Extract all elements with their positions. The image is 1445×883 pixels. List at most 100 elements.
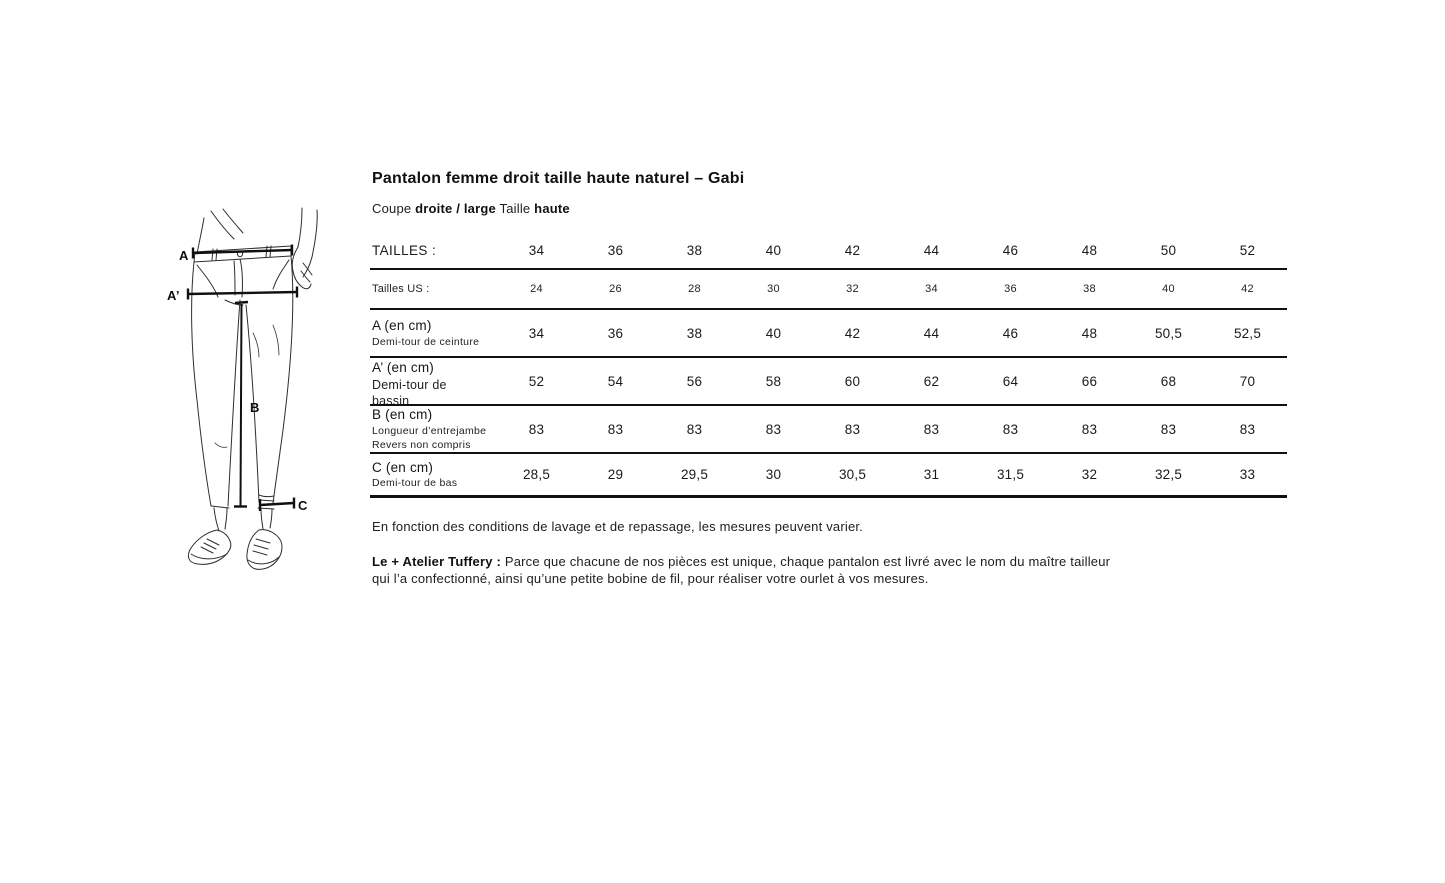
measure-value: 83 (765, 421, 782, 437)
measure-row-label: C (en cm) (372, 459, 434, 475)
page-title: Pantalon femme droit taille haute nature… (372, 170, 745, 187)
table-row-measure-c: C (en cm) Demi-tour de bas 28,5 29 29,5 … (370, 453, 1287, 497)
us-size-value: 36 (1004, 283, 1017, 295)
measure-value: 29,5 (680, 467, 709, 482)
measure-value: 54 (607, 373, 624, 389)
measure-value: 83 (844, 421, 861, 437)
us-size-value: 24 (530, 283, 543, 295)
measure-b-label-group: B (en cm) Longueur d’entrejambe Revers n… (372, 406, 497, 452)
table-row-sizes: TAILLES : 34 36 38 40 42 44 46 48 50 52 (370, 232, 1287, 269)
measure-value: 46 (1002, 325, 1019, 341)
measure-value: 38 (686, 325, 703, 341)
measure-value: 68 (1160, 373, 1177, 389)
measure-a-label-group: A (en cm) Demi-tour de ceinture (372, 310, 497, 356)
pants-diagram: A A’ B C (155, 205, 345, 585)
measure-value: 34 (528, 325, 545, 341)
diagram-label-c: C (298, 498, 308, 513)
measure-value: 70 (1239, 373, 1256, 389)
measure-value: 32,5 (1154, 467, 1183, 482)
measure-value: 28,5 (522, 467, 551, 482)
measure-c-label-group: C (en cm) Demi-tour de bas (372, 454, 497, 495)
measure-value: 60 (844, 373, 861, 389)
measure-value: 33 (1239, 467, 1256, 482)
measure-row-label: A (en cm) (372, 318, 432, 334)
diagram-label-b: B (250, 400, 260, 415)
measure-value: 32 (1081, 467, 1098, 482)
subtitle-rise-value: haute (534, 201, 570, 216)
measure-value: 48 (1081, 325, 1098, 341)
table-row-us-sizes: Tailles US : 24 26 28 30 32 34 36 38 40 … (370, 269, 1287, 309)
measure-row-sublabel: Longueur d’entrejambe (372, 424, 487, 437)
table-row-measure-a: A (en cm) Demi-tour de ceinture 34 36 38… (370, 309, 1287, 357)
measure-value: 58 (765, 373, 782, 389)
table-row-measure-a-prime: A’ (en cm) Demi-tour de bassin 52 54 56 … (370, 357, 1287, 405)
atelier-plus-note: Le + Atelier Tuffery : Parce que chacune… (372, 554, 1128, 588)
size-value: 46 (1002, 242, 1019, 258)
measure-value: 83 (1002, 421, 1019, 437)
measure-row-label: A’ (en cm) (372, 360, 435, 375)
measure-a-prime-label-group: A’ (en cm) Demi-tour de bassin (372, 358, 497, 404)
measure-row-sublabel: Demi-tour de ceinture (372, 335, 480, 348)
size-value: 42 (844, 242, 861, 258)
measure-value: 29 (607, 467, 624, 482)
measure-value: 83 (1160, 421, 1177, 437)
measure-value: 44 (923, 325, 940, 341)
size-value: 36 (607, 242, 624, 258)
atelier-plus-label: Le + Atelier Tuffery : (372, 554, 505, 569)
measure-value: 62 (923, 373, 940, 389)
diagram-label-a: A (179, 248, 189, 263)
size-value: 40 (765, 242, 782, 258)
measure-row-sublabel: bassin (372, 394, 410, 404)
size-value: 52 (1239, 242, 1256, 258)
table-row-measure-b: B (en cm) Longueur d’entrejambe Revers n… (370, 405, 1287, 453)
size-table: TAILLES : 34 36 38 40 42 44 46 48 50 52 … (370, 232, 1287, 498)
measure-row-sublabel: Revers non compris (372, 438, 471, 451)
us-size-value: 26 (609, 283, 622, 295)
us-size-value: 34 (925, 283, 938, 295)
measure-value: 56 (686, 373, 703, 389)
measure-value: 36 (607, 325, 624, 341)
measure-value: 42 (844, 325, 861, 341)
us-size-value: 38 (1083, 283, 1096, 295)
fit-subtitle: Coupe droite / large Taille haute (372, 201, 570, 216)
subtitle-middle: Taille (495, 201, 535, 216)
measure-value: 66 (1081, 373, 1098, 389)
pants-sketch-icon (186, 207, 318, 570)
sizes-row-label: TAILLES : (372, 242, 437, 258)
measure-value: 83 (607, 421, 624, 437)
us-size-value: 28 (688, 283, 701, 295)
us-size-value: 40 (1162, 283, 1175, 295)
diagram-label-a-prime: A’ (167, 288, 180, 303)
measure-value: 31,5 (996, 467, 1025, 482)
measure-value: 83 (1081, 421, 1098, 437)
subtitle-fit-value: droite / large (415, 201, 496, 216)
measure-value: 31 (923, 467, 940, 482)
measure-row-sublabel: Demi-tour de (372, 377, 447, 392)
measure-value: 83 (528, 421, 545, 437)
us-size-value: 32 (846, 283, 859, 295)
measure-value: 30,5 (838, 467, 867, 482)
size-value: 44 (923, 242, 940, 258)
us-size-value: 42 (1241, 283, 1254, 295)
size-value: 38 (686, 242, 703, 258)
size-value: 50 (1160, 242, 1177, 258)
us-row-label: Tailles US : (372, 283, 430, 295)
measure-value: 50,5 (1154, 325, 1183, 341)
measure-value: 83 (923, 421, 940, 437)
measure-row-sublabel: Demi-tour de bas (372, 477, 458, 490)
measure-value: 83 (686, 421, 703, 437)
measure-value: 52 (528, 373, 545, 389)
measure-row-label: B (en cm) (372, 407, 433, 423)
size-value: 34 (528, 242, 545, 258)
washing-note: En fonction des conditions de lavage et … (372, 519, 863, 534)
subtitle-prefix: Coupe (372, 201, 416, 216)
measure-value: 40 (765, 325, 782, 341)
us-size-value: 30 (767, 283, 780, 295)
measure-value: 64 (1002, 373, 1019, 389)
atelier-plus-text: Parce que chacune de nos pièces est uniq… (372, 554, 1111, 586)
measure-value: 30 (765, 467, 782, 482)
size-value: 48 (1081, 242, 1098, 258)
measure-value: 52,5 (1233, 325, 1262, 341)
measure-value: 83 (1239, 421, 1256, 437)
